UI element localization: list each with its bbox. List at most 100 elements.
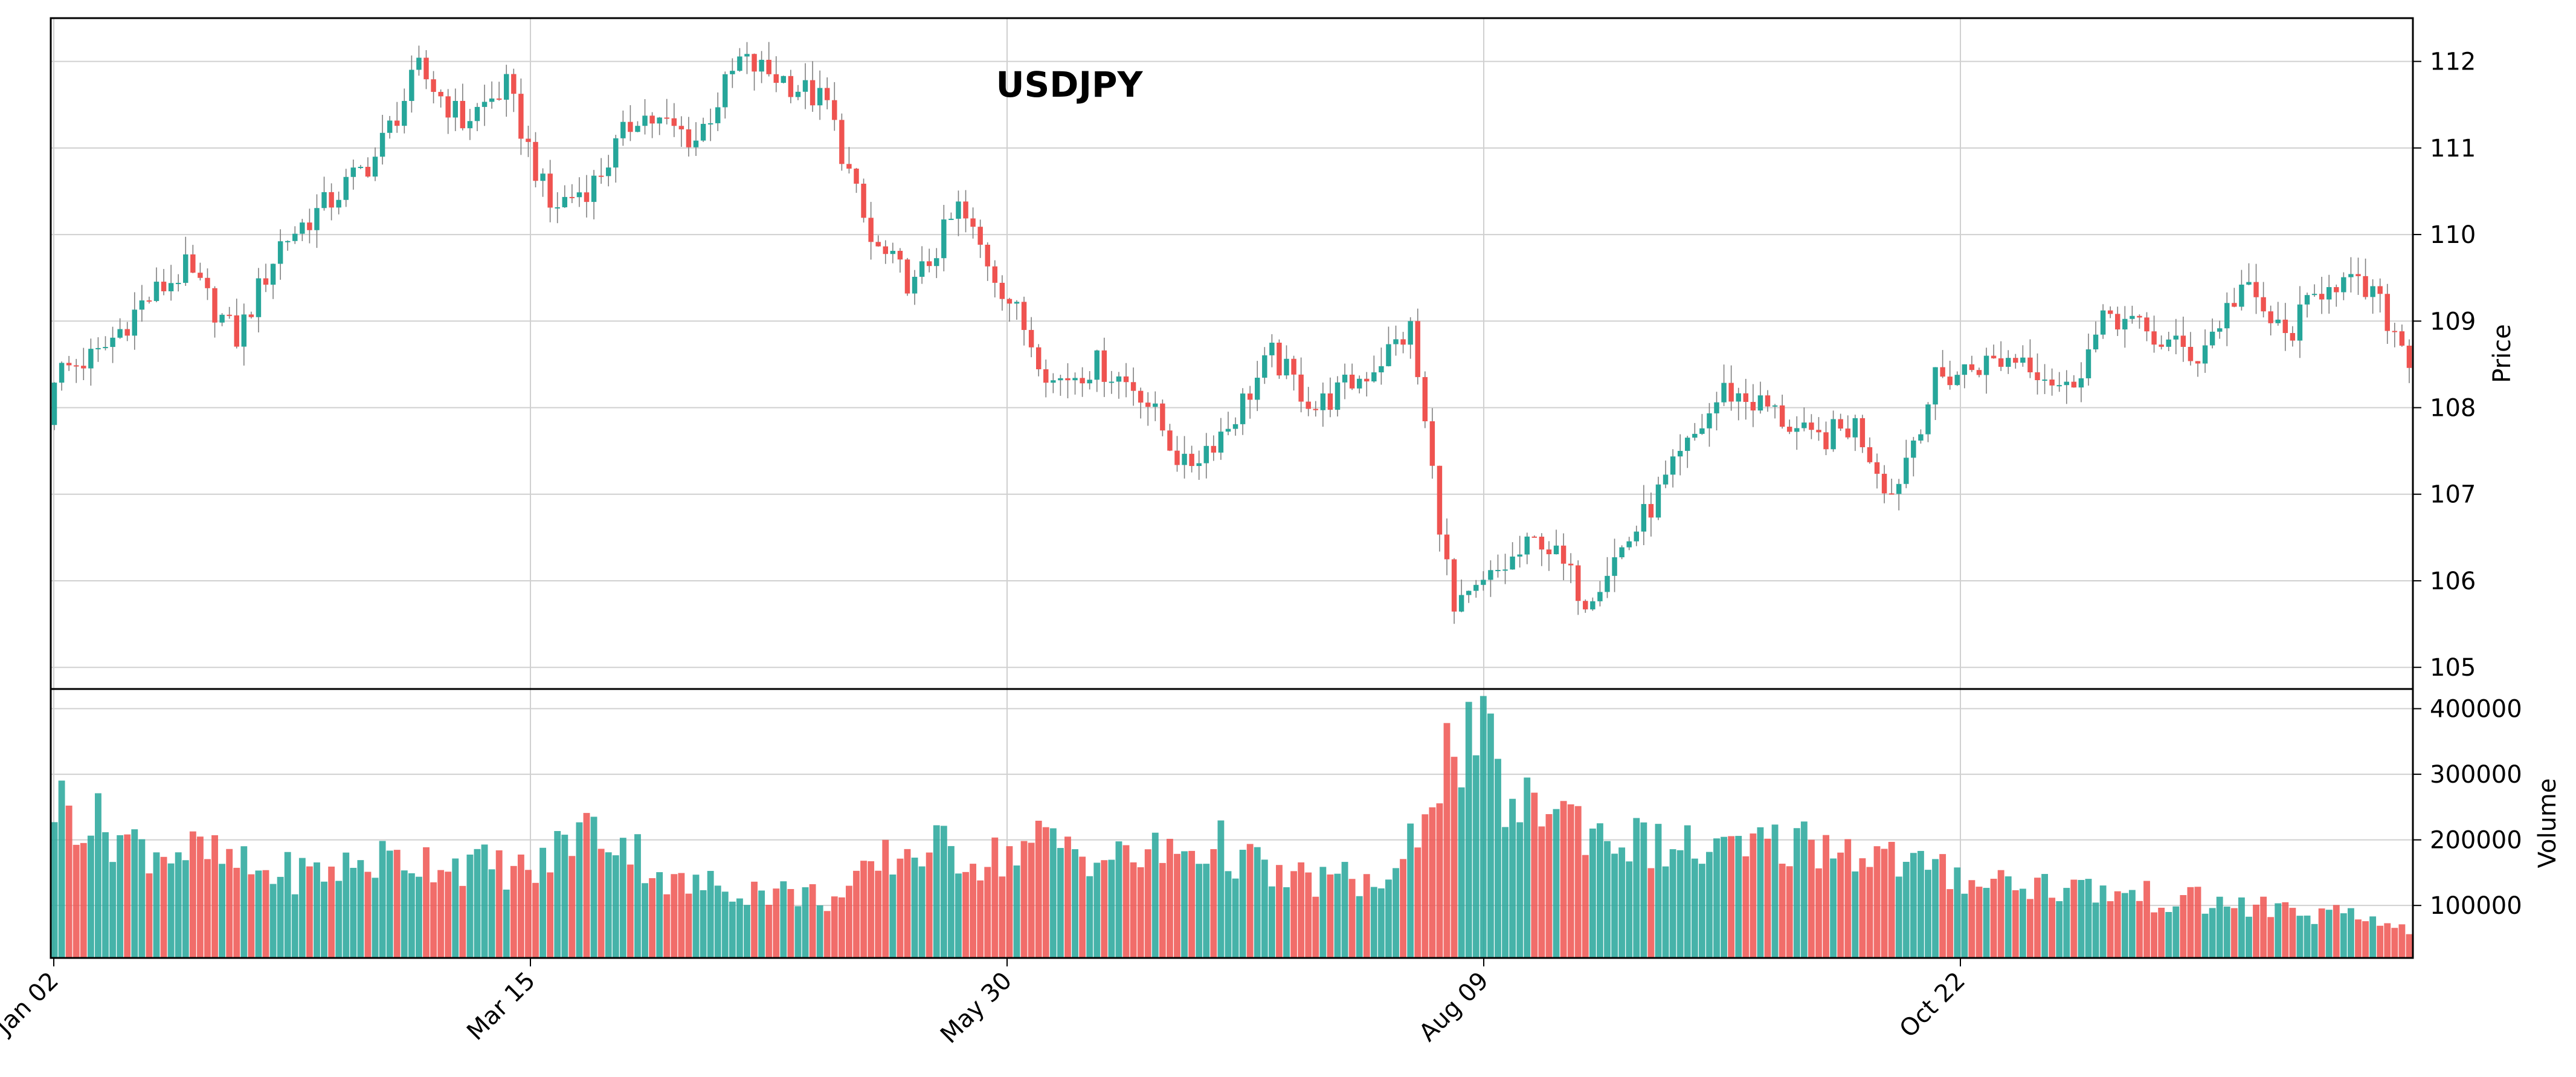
volume-bar: [1028, 843, 1035, 958]
candle-body: [985, 244, 990, 267]
candle-body: [1072, 378, 1078, 381]
volume-bar: [1458, 787, 1465, 958]
volume-bar: [1961, 893, 1968, 958]
chart-title: USDJPY: [996, 64, 1143, 105]
candle-body: [547, 173, 553, 208]
volume-bar: [816, 905, 823, 958]
volume-bar: [2282, 902, 2289, 958]
candle-body: [1422, 377, 1428, 422]
candle-body: [2384, 294, 2390, 331]
volume-bar: [1771, 824, 1779, 958]
candle-body: [387, 120, 393, 133]
candle-body: [686, 129, 692, 147]
volume-bar: [1764, 838, 1771, 958]
candle-body: [1823, 432, 1829, 450]
volume-bar: [335, 881, 343, 958]
candle-body: [1612, 557, 1617, 576]
candle-body: [1320, 393, 1326, 410]
candle-body: [2217, 328, 2223, 332]
candle-body: [1196, 463, 1202, 467]
volume-bar: [831, 896, 838, 958]
candle-body: [992, 266, 998, 283]
date-axis-ticks: Jan 02 Mar 15 May 30 Aug 09 Oct 22: [0, 958, 1971, 1049]
candle-body: [2246, 282, 2252, 285]
candle-body: [1539, 536, 1545, 550]
volume-bar: [962, 872, 969, 958]
candle-body: [1940, 367, 1945, 377]
volume-bar: [2209, 908, 2216, 958]
candle-body: [781, 76, 787, 83]
candle-body: [1495, 570, 1501, 572]
candle-body: [2130, 315, 2135, 319]
volume-bar: [138, 839, 146, 958]
volume-bar: [2311, 923, 2318, 958]
candle-body: [467, 121, 473, 129]
candle-body: [1786, 427, 1792, 432]
candle-body: [810, 80, 816, 106]
volume-bar: [350, 867, 357, 958]
volume-bar: [2362, 921, 2369, 958]
candle-body: [1860, 418, 1866, 447]
volume-bar: [970, 864, 977, 958]
candle-body: [402, 101, 407, 126]
volume-bar: [1524, 777, 1531, 958]
candle-body: [1802, 422, 1807, 429]
volume-bar: [379, 841, 386, 958]
candle-body: [1051, 380, 1056, 383]
candle-body: [329, 192, 334, 208]
candle-body: [904, 259, 910, 294]
candle-body: [175, 283, 181, 285]
volume-bar: [1298, 862, 1305, 958]
volume-bar: [2384, 923, 2391, 958]
candle-body: [314, 208, 320, 230]
candle-body: [839, 120, 845, 164]
candle-body: [336, 199, 341, 208]
candle-body: [613, 138, 619, 168]
candle-body: [2348, 274, 2354, 277]
volume-bar: [109, 862, 117, 958]
volume-bar: [1261, 859, 1268, 958]
volume-bar: [539, 847, 547, 958]
candle-body: [2311, 294, 2317, 296]
volume-bar: [1596, 823, 1603, 958]
volume-bar: [1400, 859, 1407, 958]
candle-body: [1240, 393, 1246, 424]
candle-body: [2268, 311, 2273, 323]
candle-body: [1976, 370, 1982, 375]
candle-body: [1123, 376, 1129, 383]
volume-bar: [1356, 896, 1363, 958]
volume-bar: [1086, 876, 1093, 958]
volume-bar: [1830, 858, 1837, 958]
candle-body: [1983, 355, 1989, 375]
volume-bar: [1276, 865, 1283, 958]
candle-body: [2049, 379, 2055, 386]
candle-body: [2282, 319, 2288, 334]
volume-bar: [1888, 841, 1895, 958]
volume-bar: [554, 831, 561, 958]
volume-bar: [1239, 850, 1246, 958]
candle-body: [496, 98, 502, 100]
candle-body: [307, 222, 312, 230]
candle-body: [1182, 453, 1187, 465]
volume-bar: [269, 884, 277, 958]
candle-body: [2377, 286, 2383, 294]
candle-body: [2202, 345, 2208, 364]
candle-body: [1553, 545, 1559, 555]
candle-body: [2363, 276, 2368, 297]
candle-body: [2399, 331, 2405, 346]
volume-bar: [984, 867, 991, 958]
candle-body: [817, 88, 823, 106]
volume-bar: [875, 870, 882, 958]
volume-bar: [2333, 905, 2340, 958]
candle-body: [1203, 445, 1209, 464]
volume-bar: [459, 885, 466, 958]
volume-bar: [298, 858, 306, 958]
volume-bar: [1246, 844, 1254, 958]
volume-bar: [2172, 906, 2180, 958]
volume-bar: [1487, 713, 1494, 958]
volume-bar: [1495, 758, 1501, 958]
candle-body: [2020, 357, 2026, 363]
candle-body: [584, 192, 590, 202]
candle-body: [1342, 374, 1348, 383]
volume-bar: [2369, 916, 2377, 958]
